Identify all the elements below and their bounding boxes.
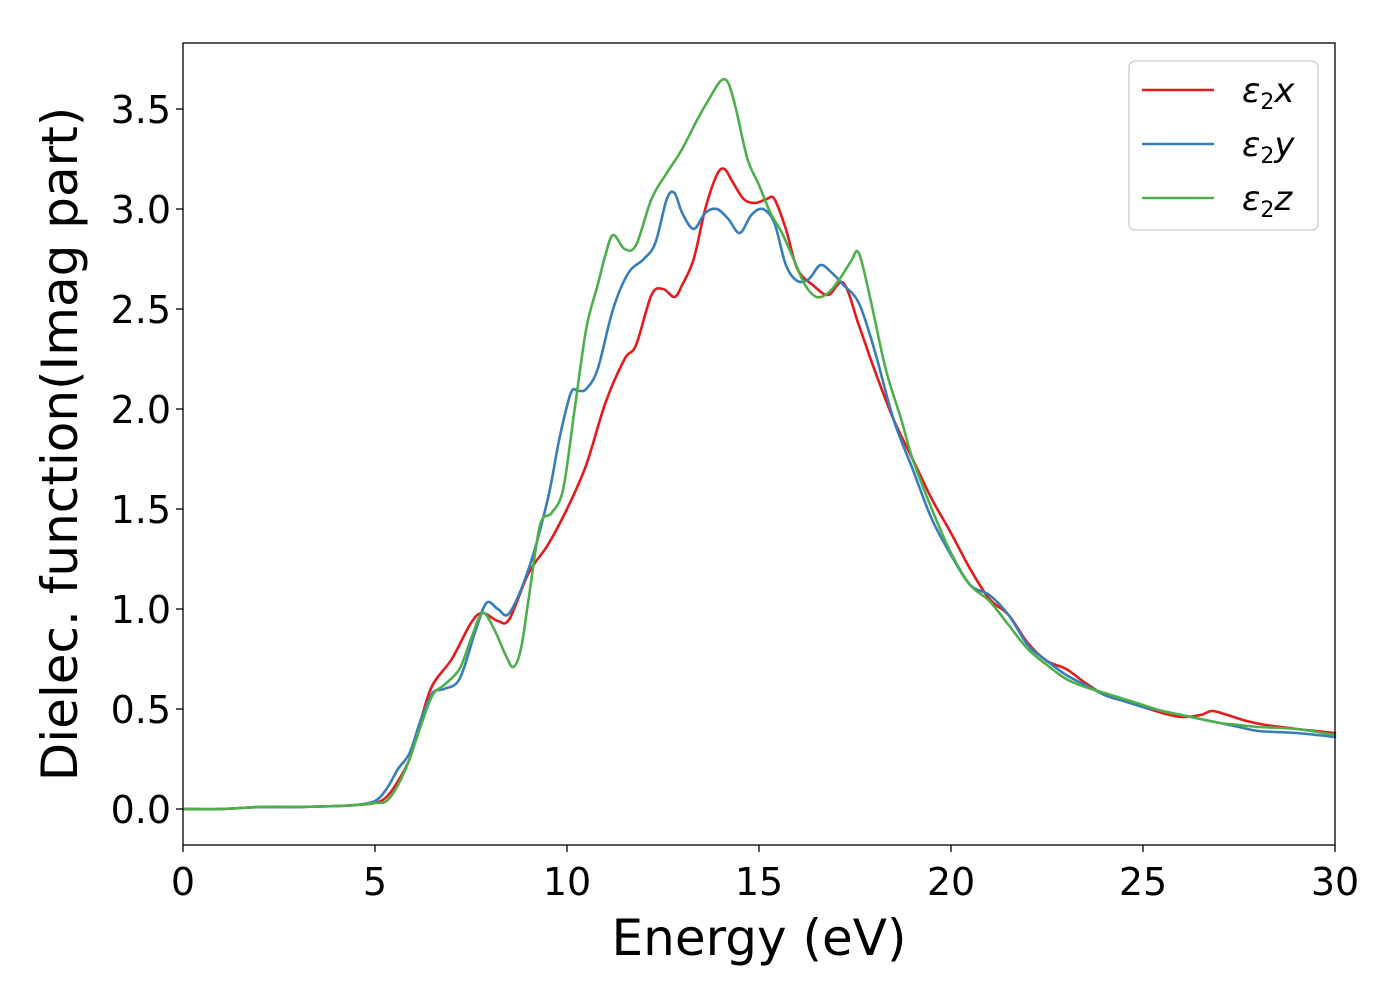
x-tick-label: 30 [1311,860,1359,904]
y-tick-label: 0.5 [111,688,171,732]
x-tick-label: 15 [735,860,783,904]
x-tick-label: 5 [363,860,387,904]
y-tick-label: 1.5 [111,488,171,532]
series-line-z [181,77,1337,811]
x-tick-label: 20 [927,860,975,904]
legend-box [1128,60,1319,231]
y-axis: 0.0 0.5 1.0 1.5 2.0 2.5 3.0 3.5 [111,88,183,832]
legend-label-y: ε2y [1242,125,1295,169]
x-tick-label: 10 [543,860,591,904]
y-axis-label: Dielec. function(Imag part) [31,107,89,782]
y-tick-label: 2.0 [111,388,171,432]
x-tick-label: 0 [171,860,195,904]
legend-label-z: ε2z [1242,179,1293,223]
legend-label-x: ε2x [1242,71,1295,115]
y-tick-label: 3.5 [111,88,171,132]
x-axis: 0 5 10 15 20 25 30 [171,845,1359,904]
legend: ε2x ε2y ε2z [1128,60,1319,231]
y-tick-label: 3.0 [111,188,171,232]
series-layer [181,77,1337,811]
y-tick-label: 2.5 [111,288,171,332]
x-tick-label: 25 [1119,860,1167,904]
y-tick-label: 1.0 [111,588,171,632]
x-axis-label: Energy (eV) [612,909,907,967]
y-tick-label: 0.0 [111,788,171,832]
